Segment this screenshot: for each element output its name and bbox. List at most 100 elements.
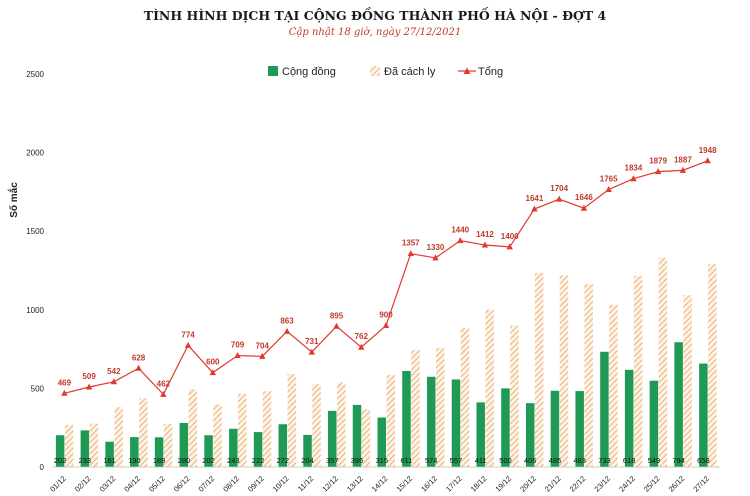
total-point [259,352,266,359]
community-value-label: 202 [54,456,67,465]
total-value-label: 709 [231,341,245,350]
community-value-label: 204 [301,456,314,465]
community-value-label: 189 [153,456,166,465]
community-value-label: 794 [672,456,685,465]
quarantined-bar [114,407,123,467]
community-bar [154,437,164,467]
y-axis: 0 500 1000 1500 2000 2500 [26,70,44,472]
community-value-label: 243 [227,456,240,465]
community-value-label: 202 [202,456,215,465]
total-value-label: 774 [181,330,195,339]
total-point [432,254,439,261]
community-bar [130,437,139,467]
total-value-label: 462 [157,379,171,388]
x-tick-label: 17/12 [444,474,464,494]
y-tick-label: 1000 [26,306,44,315]
x-tick-label: 02/12 [73,474,93,494]
total-value-label: 1879 [649,157,667,166]
total-point [605,186,612,193]
community-bar [624,369,634,467]
community-bar [476,402,485,467]
community-bar [80,430,90,467]
quarantined-bar [64,425,74,467]
quarantined-bar [89,423,99,467]
x-tick-label: 11/12 [296,474,315,493]
quarantined-bar [163,424,173,467]
total-value-label: 863 [280,316,294,325]
total-value-label: 895 [330,311,344,320]
community-bar [600,351,609,467]
quarantined-bar [584,284,593,467]
total-point [531,205,538,212]
x-tick-label: 05/12 [147,474,167,494]
x-tick-label: 23/12 [592,474,612,494]
total-value-label: 762 [355,332,369,341]
y-tick-label: 1500 [26,227,44,236]
x-tick-label: 20/12 [518,474,538,494]
chart-title: TÌNH HÌNH DỊCH TẠI CỘNG ĐỒNG THÀNH PHỐ H… [144,6,607,23]
x-tick-label: 24/12 [617,474,637,494]
legend-swatch-quarantined [370,66,380,76]
x-tick-label: 04/12 [122,474,142,494]
community-value-label: 222 [252,456,265,465]
community-value-label: 315 [375,456,388,465]
total-value-label: 1440 [451,226,469,235]
quarantined-bar [411,349,420,467]
total-value-label: 1704 [550,184,568,193]
community-bar [377,417,386,467]
y-tick-label: 500 [31,384,45,393]
community-bar [105,441,114,467]
x-tick-label: 08/12 [221,474,241,494]
total-point [654,168,662,175]
quarantined-bar [633,275,643,467]
community-value-label: 485 [549,456,562,465]
total-value-label: 1646 [575,193,593,202]
quarantined-bar [386,375,395,467]
total-point [506,243,513,250]
total-point [630,175,637,182]
quarantined-bar [683,295,692,467]
total-point [135,364,142,371]
legend-label-total: Tổng [478,66,503,78]
community-value-label: 161 [103,456,116,465]
community-bar [229,428,238,467]
community-value-label: 272 [277,456,290,465]
quarantined-bar [238,393,247,467]
community-value-label: 658 [697,456,710,465]
quarantined-bar [188,389,198,467]
total-value-label: 509 [82,372,96,381]
quarantined-bar [658,257,668,467]
total-value-label: 600 [206,358,220,367]
community-bar [204,435,213,467]
chart-subtitle: Cập nhật 18 giờ, ngày 27/12/2021 [289,27,461,38]
quarantined-bar [485,309,494,467]
community-value-label: 411 [475,456,487,465]
community-bar [525,403,535,467]
community-value-label: 500 [499,456,512,465]
x-tick-label: 22/12 [568,474,588,494]
community-bar [451,379,461,467]
quarantined-bar [708,264,717,467]
community-value-label: 395 [351,456,364,465]
y-tick-label: 2500 [26,70,44,79]
community-bar [674,342,683,467]
total-value-label: 900 [379,311,393,320]
community-bar [328,410,337,467]
bars-group: 202 233 161 190 189 280 202 243 222 272 204 357 395 3… [54,257,717,467]
community-bar [303,434,312,467]
community-bar [352,404,362,467]
community-bar [253,432,263,467]
legend-label-quarantined: Đã cách ly [384,66,436,78]
community-value-label: 557 [450,456,463,465]
community-bar [179,422,189,467]
total-value-label: 469 [58,378,72,387]
community-bar [501,388,510,467]
total-value-label: 628 [132,353,146,362]
community-bar [402,370,411,467]
total-value-label: 704 [256,341,270,350]
total-point [555,195,563,202]
total-point [184,341,192,348]
total-value-label: 1887 [674,155,692,164]
quarantined-bar [361,409,371,467]
